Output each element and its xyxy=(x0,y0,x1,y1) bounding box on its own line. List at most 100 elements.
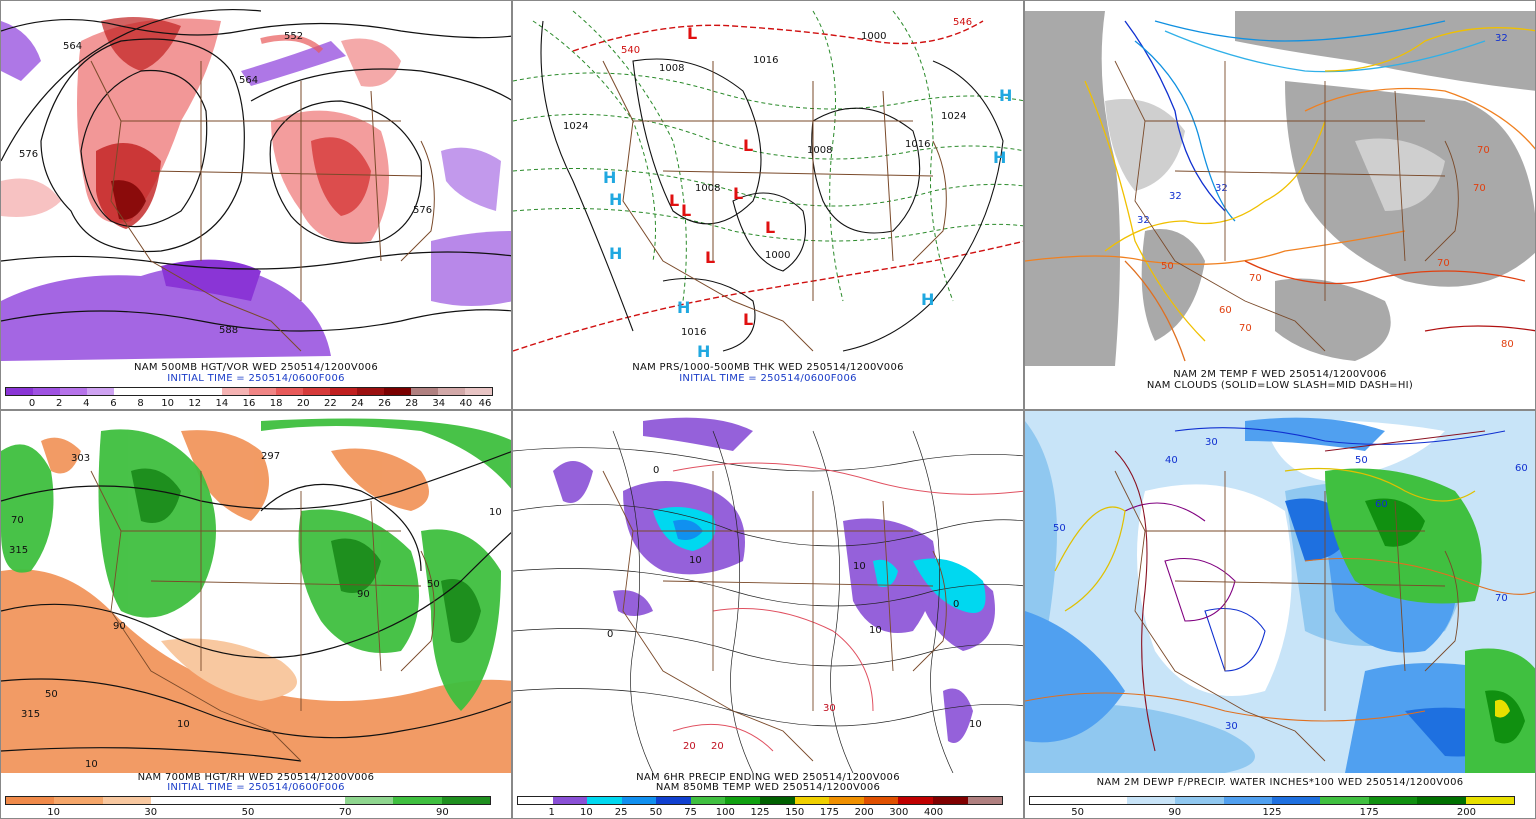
high-pressure-marker: H xyxy=(609,190,622,209)
colorbar-swatch xyxy=(199,797,249,804)
temp-label: 0 xyxy=(653,465,659,476)
isobar-label: 1016 xyxy=(681,327,706,338)
temp-label: 32 xyxy=(1169,191,1182,202)
colorbar-swatch xyxy=(967,797,1003,804)
colorbar-tick-label: 4 xyxy=(83,398,90,409)
colorbar-swatch xyxy=(518,797,553,804)
contour-label: 588 xyxy=(219,325,238,336)
colorbar-swatch xyxy=(344,797,394,804)
rh-label: 50 xyxy=(427,579,440,590)
temp-label: 80 xyxy=(1501,339,1514,350)
colorbar-tick-label: 26 xyxy=(378,398,391,409)
temp-label: 70 xyxy=(1473,183,1486,194)
dewpoint-label: 40 xyxy=(1165,455,1178,466)
colorbar-swatch xyxy=(760,797,795,804)
map-precip: 0 10 10 0 10 20 20 30 10 0 xyxy=(513,411,1023,773)
colorbar-swatch xyxy=(690,797,726,804)
dewpoint-label: 50 xyxy=(1355,455,1368,466)
colorbar-swatch xyxy=(141,388,168,395)
colorbar-tick-label: 14 xyxy=(215,398,229,409)
isobar-label: 1000 xyxy=(861,31,886,42)
isobar-label: 1000 xyxy=(765,250,790,261)
colorbar-tick-label: 175 xyxy=(819,807,839,818)
colorbar-swatch xyxy=(441,797,491,804)
panel-6hr-precip-850mb-temp: 0 10 10 0 10 20 20 30 10 0 NAM 6HR PRECI… xyxy=(512,410,1024,819)
colorbar-labels: 1 10 25 50 75 100 125 150 175 200 300 400 xyxy=(517,807,1003,818)
colorbar-swatch xyxy=(1272,797,1321,804)
colorbar-swatch xyxy=(276,388,303,395)
colorbar-swatch xyxy=(621,797,657,804)
colorbar-swatch xyxy=(863,797,899,804)
contour-label: 552 xyxy=(284,31,303,42)
colorbar-swatch xyxy=(393,797,442,804)
temp-label: 10 xyxy=(853,561,866,572)
colorbar-swatch xyxy=(794,797,830,804)
colorbar-swatch xyxy=(102,797,152,804)
colorbar-tick-label: 6 xyxy=(110,398,117,409)
dewpoint-label: 60 xyxy=(1375,499,1388,510)
colorbar-tick-label: 28 xyxy=(405,398,419,409)
temp-label: 10 xyxy=(689,555,702,566)
temp-label: 70 xyxy=(1437,258,1450,269)
colorbar-tick-label: 10 xyxy=(47,807,60,818)
colorbar-precip xyxy=(517,796,1003,805)
contour-label: 564 xyxy=(239,75,258,86)
isobar-label: 1016 xyxy=(753,55,778,66)
colorbar-tick-label: 75 xyxy=(684,807,697,818)
colorbar-labels: 50 90 125 175 200 xyxy=(1029,807,1515,818)
colorbar-swatch xyxy=(1320,797,1369,804)
colorbar-swatch xyxy=(195,388,222,395)
caption-title: NAM 2M TEMP F WED 250514/1200V006 xyxy=(1173,369,1387,380)
colorbar-swatch xyxy=(411,388,438,395)
high-pressure-marker: H xyxy=(609,244,622,263)
colorbar-swatch xyxy=(1417,797,1466,804)
rh-label: 10 xyxy=(85,759,98,770)
colorbar-tick-label: 90 xyxy=(436,807,449,818)
colorbar-tick-label: 8 xyxy=(137,398,144,409)
colorbar-tick-label: 125 xyxy=(1262,807,1282,818)
colorbar-tick-label: 22 xyxy=(323,398,337,409)
colorbar-tick-label: 18 xyxy=(269,398,283,409)
caption-clouds-legend: NAM CLOUDS (SOLID=LOW SLASH=MID DASH=HI) xyxy=(1146,380,1414,391)
map-700mb-rh: 303 297 315 315 50 70 90 10 90 10 50 10 xyxy=(1,411,511,773)
colorbar-swatch xyxy=(932,797,968,804)
colorbar-tick-label: 20 xyxy=(296,398,310,409)
temp-label: 70 xyxy=(1249,273,1262,284)
colorbar-swatch xyxy=(552,797,588,804)
caption-title: NAM 6HR PRECIP ENDING WED 250514/1200V00… xyxy=(636,772,900,783)
height-label: 315 xyxy=(9,545,28,556)
contour-label: 564 xyxy=(63,41,82,52)
isobar-label: 1016 xyxy=(905,139,930,150)
colorbar-swatch xyxy=(656,797,691,804)
colorbar-tick-label: 10 xyxy=(161,398,175,409)
colorbar-swatch xyxy=(898,797,933,804)
caption-init-time: INITIAL TIME = 250514/0600F006 xyxy=(167,373,345,384)
caption-subtitle: NAM 850MB TEMP WED 250514/1200V006 xyxy=(655,782,881,793)
low-pressure-marker: L xyxy=(687,24,697,43)
colorbar-swatch xyxy=(222,388,249,395)
caption-title: NAM 500MB HGT/VOR WED 250514/1200V006 xyxy=(133,362,379,373)
colorbar-tick-label: 34 xyxy=(432,398,446,409)
colorbar-tick-label: 200 xyxy=(1456,807,1476,818)
colorbar-swatch xyxy=(296,797,345,804)
colorbar-tick-label: 0 xyxy=(28,398,36,409)
colorbar-precip-water xyxy=(1029,796,1515,805)
map-precip-water: 30 40 50 60 30 50 60 70 xyxy=(1025,411,1535,773)
colorbar-tick-label: 175 xyxy=(1359,807,1379,818)
high-pressure-marker: H xyxy=(677,298,690,317)
colorbar-swatch xyxy=(54,797,103,804)
thickness-label: 540 xyxy=(621,45,640,56)
caption-title: NAM PRS/1000-500MB THK WED 250514/1200V0… xyxy=(632,362,904,373)
colorbar-tick-label: 10 xyxy=(580,807,593,818)
temp-label: 20 xyxy=(683,741,696,752)
colorbar-tick-label: 400 xyxy=(924,807,944,818)
colorbar-swatch xyxy=(249,388,276,395)
height-label: 297 xyxy=(261,451,280,462)
colorbar-swatch xyxy=(1465,797,1515,804)
colorbar-tick-label: 100 xyxy=(715,807,735,818)
colorbar-tick-label: 70 xyxy=(338,807,352,818)
colorbar-tick-label: 200 xyxy=(854,807,874,818)
temp-label: 10 xyxy=(869,625,882,636)
colorbar-swatch xyxy=(1126,797,1176,804)
low-pressure-marker: L xyxy=(681,201,691,220)
